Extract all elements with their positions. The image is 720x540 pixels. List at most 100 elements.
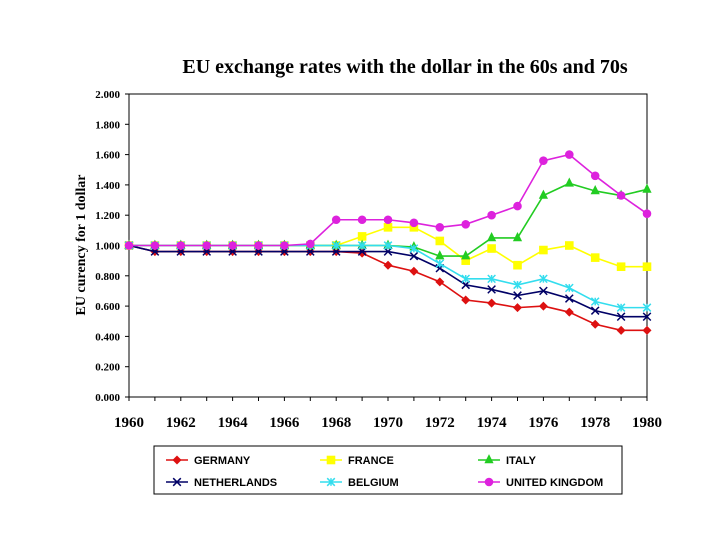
y-axis-label: EU curency for 1 dollar: [74, 174, 89, 315]
data-point-italy: [512, 232, 523, 242]
data-point-united-kingdom: [254, 241, 263, 250]
legend-marker: [172, 455, 182, 465]
y-tick-label: 0.800: [95, 271, 120, 283]
data-point-france: [616, 262, 626, 272]
data-point-france: [357, 232, 367, 241]
y-tick-label: 0.200: [95, 362, 120, 374]
data-point-germany: [383, 260, 393, 270]
data-point-united-kingdom: [642, 209, 652, 218]
data-point-united-kingdom: [357, 215, 367, 225]
legend-item-netherlands: NETHERLANDS: [166, 477, 277, 489]
legend-marker: [484, 454, 494, 464]
y-tick-label: 1.600: [95, 150, 120, 162]
data-point-netherlands: [590, 306, 600, 315]
data-point-netherlands: [539, 286, 548, 296]
y-tick-label: 1.400: [95, 180, 120, 192]
data-point-united-kingdom: [435, 223, 445, 232]
data-point-italy: [564, 177, 574, 187]
data-point-belgium: [513, 280, 522, 290]
data-point-france: [590, 253, 600, 262]
data-point-united-kingdom: [513, 201, 522, 211]
data-point-belgium: [564, 283, 574, 293]
y-tick-label: 1.800: [95, 119, 120, 131]
data-point-united-kingdom: [590, 171, 600, 181]
data-point-belgium: [357, 241, 367, 250]
legend-label: UNITED KINGDOM: [506, 477, 603, 489]
data-point-united-kingdom: [383, 215, 393, 225]
data-point-france: [487, 244, 496, 253]
data-point-united-kingdom: [565, 150, 574, 159]
x-tick-label: 1964: [218, 415, 249, 431]
data-point-italy: [590, 185, 600, 195]
chart-title: EU exchange rates with the dollar in the…: [182, 56, 627, 78]
data-point-germany: [590, 319, 600, 329]
plot-area: 0.000 0.200 0.400 0.600 0.800 1.000 1.200 1.400…: [95, 89, 662, 431]
data-point-france: [383, 223, 393, 232]
legend-item-germany: GERMANY: [166, 455, 251, 467]
legend-marker: [484, 477, 494, 487]
data-point-netherlands: [487, 285, 496, 294]
x-tick-label: 1970: [373, 415, 403, 431]
data-point-united-kingdom: [150, 241, 160, 250]
data-point-united-kingdom: [487, 210, 496, 220]
legend-label: GERMANY: [194, 455, 251, 467]
data-point-united-kingdom: [331, 215, 341, 225]
data-point-united-kingdom: [228, 241, 237, 250]
data-point-united-kingdom: [280, 241, 289, 250]
legend-label: FRANCE: [348, 455, 394, 467]
data-point-france: [539, 245, 548, 255]
legend-label: ITALY: [506, 455, 537, 467]
data-point-belgium: [409, 244, 419, 253]
data-point-united-kingdom: [461, 219, 471, 229]
data-point-united-kingdom: [539, 156, 548, 165]
data-point-united-kingdom: [409, 218, 419, 228]
legend-label: BELGIUM: [348, 477, 399, 489]
data-point-netherlands: [513, 291, 522, 300]
y-tick-label: 0.600: [95, 301, 120, 313]
data-point-belgium: [539, 274, 548, 284]
data-point-germany: [435, 277, 445, 287]
y-tick-label: 2.000: [95, 89, 120, 101]
legend-marker: [172, 477, 182, 487]
data-point-germany: [512, 303, 523, 313]
x-tick-label: 1978: [580, 415, 610, 431]
data-point-italy: [538, 189, 549, 199]
y-tick-label: 1.200: [95, 210, 120, 222]
legend-box: [153, 445, 623, 495]
x-tick-label: 1966: [269, 415, 300, 431]
legend-label: NETHERLANDS: [194, 477, 277, 489]
data-point-germany: [487, 298, 497, 308]
x-tick-label: 1962: [166, 415, 196, 431]
data-point-germany: [564, 307, 574, 317]
legend-marker: [326, 455, 336, 465]
data-point-italy: [435, 250, 445, 260]
data-point-belgium: [616, 303, 626, 312]
legend-item-italy: ITALY: [478, 454, 537, 467]
legend-marker: [326, 477, 336, 487]
x-tick-label: 1960: [114, 415, 144, 431]
y-tick-label: 1.000: [95, 241, 120, 253]
data-point-italy: [486, 232, 497, 242]
data-point-netherlands: [642, 312, 652, 322]
x-tick-label: 1974: [477, 415, 508, 431]
x-tick-label: 1980: [632, 415, 662, 431]
data-point-netherlands: [564, 294, 574, 303]
y-tick-label: 0.400: [95, 331, 120, 343]
legend-item-belgium: BELGIUM: [320, 477, 399, 489]
data-point-belgium: [383, 241, 393, 250]
data-point-italy: [461, 250, 471, 260]
data-point-germany: [409, 266, 419, 276]
data-point-germany: [616, 325, 626, 335]
data-point-united-kingdom: [616, 191, 626, 200]
data-point-netherlands: [616, 312, 626, 322]
data-point-france: [565, 241, 574, 250]
data-point-france: [642, 262, 652, 272]
data-point-belgium: [331, 241, 341, 250]
data-point-italy: [642, 183, 652, 193]
data-point-germany: [461, 295, 471, 305]
data-point-france: [513, 260, 522, 270]
data-point-belgium: [590, 297, 600, 306]
data-point-united-kingdom: [176, 241, 186, 250]
data-point-germany: [538, 301, 548, 311]
